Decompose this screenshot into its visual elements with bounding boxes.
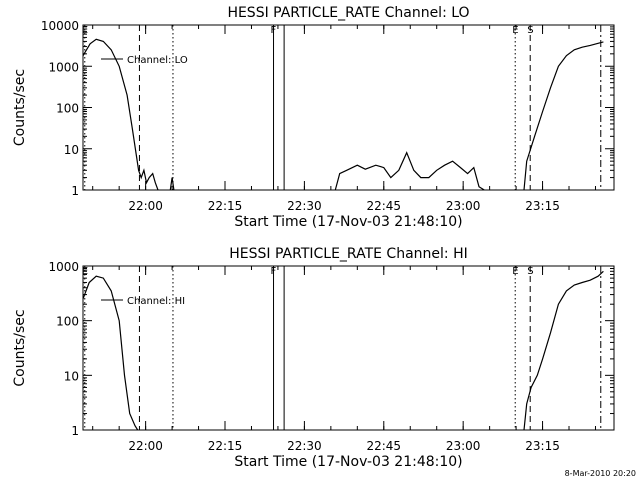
- series-line: [523, 270, 604, 431]
- y-tick-label: 10: [64, 369, 79, 383]
- event-marker-label: E: [82, 266, 88, 277]
- y-axis-label: Counts/sec: [12, 69, 28, 146]
- x-tick-label: 23:15: [525, 199, 560, 213]
- lo-channel-panel: HESSI PARTICLE_RATE Channel: LO Counts/se…: [12, 5, 615, 230]
- y-axis-label: Counts/sec: [12, 309, 28, 386]
- y-tick-label: 1000: [48, 260, 79, 274]
- timestamp-label: 8-Mar-2010 20:20: [565, 469, 636, 478]
- x-tick-label: 23:15: [525, 439, 560, 453]
- x-tick-label: 22:30: [287, 439, 322, 453]
- event-marker-label: F: [271, 266, 277, 277]
- y-tick-label: 1: [71, 184, 79, 198]
- plot-frame: [82, 24, 615, 191]
- x-tick-label: 22:00: [128, 439, 163, 453]
- y-tick-label: 1: [71, 424, 79, 438]
- x-axis-label: Start Time (17-Nov-03 21:48:10): [234, 214, 462, 230]
- series-line: [169, 177, 175, 191]
- event-marker-label: F: [271, 25, 277, 36]
- legend-label: Channel: LO: [127, 55, 188, 66]
- event-marker-label: S: [527, 266, 533, 277]
- x-tick-label: 23:00: [446, 439, 481, 453]
- x-tick-label: 22:00: [128, 199, 163, 213]
- x-tick-label: 22:30: [287, 199, 322, 213]
- x-tick-label: 23:00: [446, 199, 481, 213]
- plot-frame: [82, 265, 615, 431]
- x-tick-label: 22:45: [366, 199, 401, 213]
- event-marker-label: S: [527, 25, 533, 36]
- x-axis-label: Start Time (17-Nov-03 21:48:10): [234, 454, 462, 470]
- series-line: [82, 275, 139, 431]
- x-tick-label: 22:15: [208, 199, 243, 213]
- y-tick-label: 1000: [48, 60, 79, 74]
- hi-channel-panel: HESSI PARTICLE_RATE Channel: HI Counts/se…: [12, 246, 615, 470]
- series-line: [82, 38, 159, 191]
- y-tick-label: 100: [56, 315, 79, 329]
- event-marker-label: E: [512, 25, 518, 36]
- legend-label: Channel: HI: [127, 296, 185, 307]
- x-tick-label: 22:45: [366, 439, 401, 453]
- y-tick-label: 100: [56, 102, 79, 116]
- chart-title: HESSI PARTICLE_RATE Channel: HI: [229, 246, 467, 262]
- y-tick-label: 10: [64, 143, 79, 157]
- x-tick-label: 22:15: [208, 439, 243, 453]
- chart-title: HESSI PARTICLE_RATE Channel: LO: [227, 5, 469, 21]
- event-marker-label: E: [82, 25, 88, 36]
- event-marker-label: E: [512, 266, 518, 277]
- series-line: [334, 151, 485, 191]
- series-line: [523, 41, 604, 191]
- y-tick-label: 10000: [41, 19, 79, 33]
